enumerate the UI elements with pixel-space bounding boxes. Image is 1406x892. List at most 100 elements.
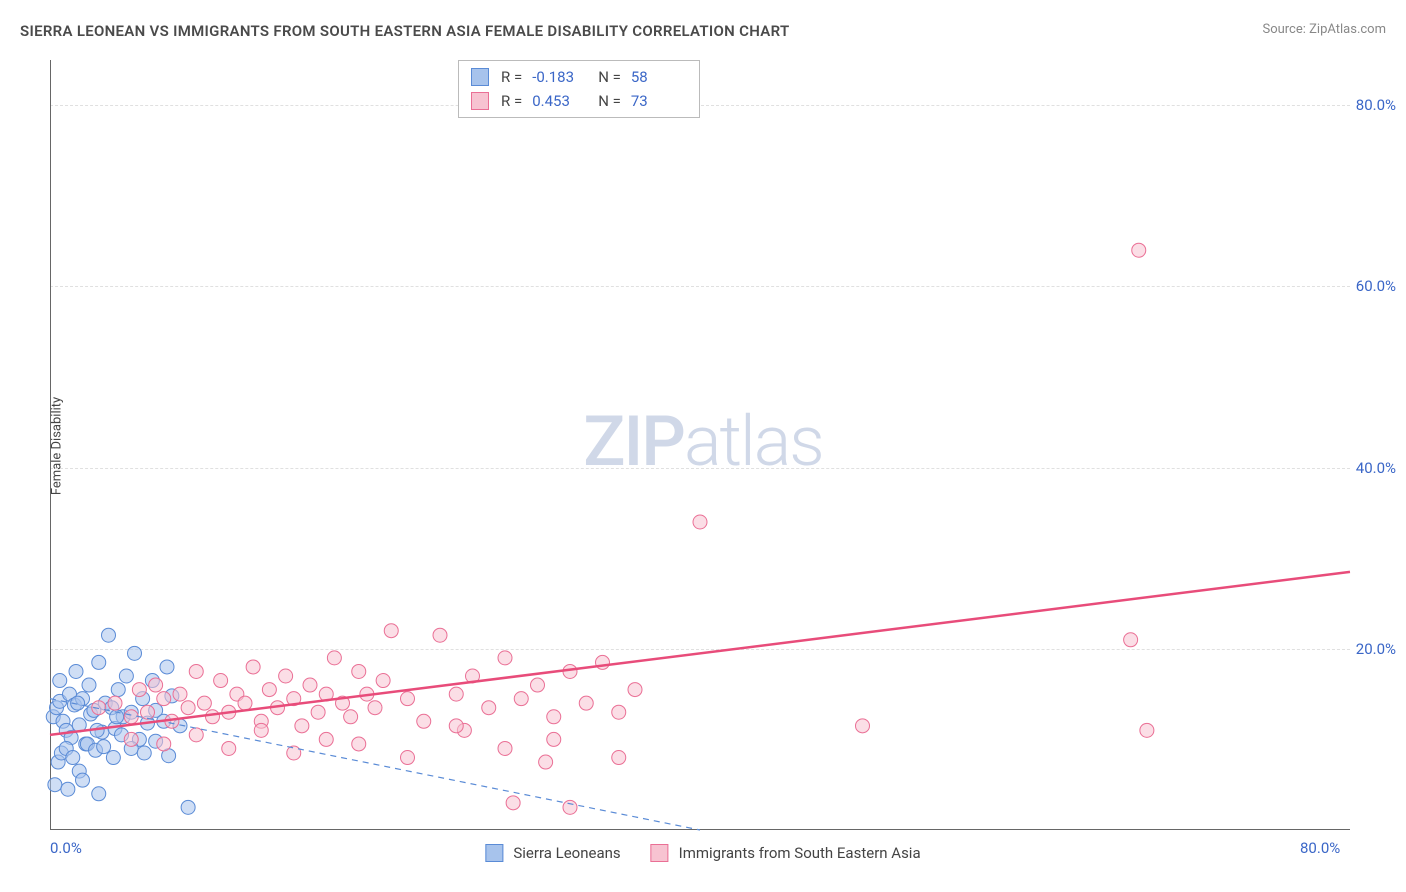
data-point bbox=[124, 710, 138, 724]
data-point bbox=[92, 655, 106, 669]
data-point bbox=[693, 515, 707, 529]
data-point bbox=[149, 678, 163, 692]
x-tick-label: 80.0% bbox=[1300, 839, 1340, 857]
data-point bbox=[214, 674, 228, 688]
n-value-0: 58 bbox=[631, 65, 687, 89]
data-point bbox=[287, 746, 301, 760]
legend-item-blue: Sierra Leoneans bbox=[485, 844, 620, 862]
r-value-1: 0.453 bbox=[532, 89, 588, 113]
data-point bbox=[628, 683, 642, 697]
stats-row-blue: R = -0.183 N = 58 bbox=[471, 65, 687, 89]
data-point bbox=[206, 710, 220, 724]
data-point bbox=[327, 651, 341, 665]
data-point bbox=[189, 728, 203, 742]
data-point bbox=[128, 646, 142, 660]
data-point bbox=[119, 669, 133, 683]
swatch-blue bbox=[471, 68, 489, 86]
r-label-0: R = bbox=[501, 65, 522, 89]
data-point bbox=[612, 705, 626, 719]
stats-row-pink: R = 0.453 N = 73 bbox=[471, 89, 687, 113]
data-point bbox=[344, 710, 358, 724]
data-point bbox=[506, 796, 520, 810]
data-point bbox=[539, 755, 553, 769]
n-label-0: N = bbox=[598, 65, 621, 89]
data-point bbox=[157, 737, 171, 751]
data-point bbox=[197, 696, 211, 710]
y-tick-label: 20.0% bbox=[1356, 640, 1396, 658]
data-point bbox=[61, 782, 75, 796]
data-point bbox=[563, 800, 577, 814]
data-point bbox=[384, 624, 398, 638]
data-point bbox=[498, 651, 512, 665]
data-point bbox=[262, 683, 276, 697]
bottom-legend: Sierra Leoneans Immigrants from South Ea… bbox=[485, 844, 920, 862]
data-point bbox=[238, 696, 252, 710]
data-point bbox=[303, 678, 317, 692]
data-point bbox=[547, 710, 561, 724]
n-label-1: N = bbox=[598, 89, 621, 113]
data-point bbox=[547, 732, 561, 746]
data-point bbox=[124, 732, 138, 746]
data-point bbox=[579, 696, 593, 710]
data-point bbox=[368, 701, 382, 715]
data-point bbox=[401, 751, 415, 765]
y-tick-label: 80.0% bbox=[1356, 96, 1396, 114]
correlation-chart: SIERRA LEONEAN VS IMMIGRANTS FROM SOUTH … bbox=[0, 0, 1406, 892]
data-point bbox=[48, 778, 62, 792]
data-point bbox=[53, 674, 67, 688]
data-point bbox=[132, 683, 146, 697]
data-point bbox=[352, 737, 366, 751]
data-point bbox=[160, 660, 174, 674]
data-point bbox=[311, 705, 325, 719]
legend-swatch-pink bbox=[651, 844, 669, 862]
scatter-plot bbox=[50, 60, 1350, 830]
y-tick-label: 40.0% bbox=[1356, 459, 1396, 477]
chart-title: SIERRA LEONEAN VS IMMIGRANTS FROM SOUTH … bbox=[20, 22, 789, 40]
data-point bbox=[69, 664, 83, 678]
data-point bbox=[137, 746, 151, 760]
legend-label-pink: Immigrants from South Eastern Asia bbox=[679, 844, 921, 862]
data-point bbox=[1132, 243, 1146, 257]
data-point bbox=[157, 692, 171, 706]
x-tick-label: 0.0% bbox=[50, 839, 82, 857]
data-point bbox=[352, 664, 366, 678]
data-point bbox=[106, 751, 120, 765]
legend-item-pink: Immigrants from South Eastern Asia bbox=[651, 844, 921, 862]
y-tick-label: 60.0% bbox=[1356, 277, 1396, 295]
data-point bbox=[319, 732, 333, 746]
data-point bbox=[141, 705, 155, 719]
data-point bbox=[612, 751, 626, 765]
n-value-1: 73 bbox=[631, 89, 687, 113]
data-point bbox=[66, 751, 80, 765]
data-point bbox=[181, 701, 195, 715]
data-point bbox=[279, 669, 293, 683]
trend-line bbox=[50, 699, 700, 830]
data-point bbox=[173, 687, 187, 701]
data-point bbox=[97, 740, 111, 754]
legend-swatch-blue bbox=[485, 844, 503, 862]
data-point bbox=[376, 674, 390, 688]
r-value-0: -0.183 bbox=[532, 65, 588, 89]
data-point bbox=[295, 719, 309, 733]
data-point bbox=[482, 701, 496, 715]
data-point bbox=[856, 719, 870, 733]
swatch-pink bbox=[471, 92, 489, 110]
r-label-1: R = bbox=[501, 89, 522, 113]
data-point bbox=[82, 678, 96, 692]
source-label: Source: ZipAtlas.com bbox=[1262, 22, 1386, 37]
data-point bbox=[222, 741, 236, 755]
data-point bbox=[76, 773, 90, 787]
data-point bbox=[102, 628, 116, 642]
data-point bbox=[449, 719, 463, 733]
data-point bbox=[92, 787, 106, 801]
data-point bbox=[111, 683, 125, 697]
data-point bbox=[401, 692, 415, 706]
data-point bbox=[108, 696, 122, 710]
data-point bbox=[449, 687, 463, 701]
data-point bbox=[433, 628, 447, 642]
trend-line bbox=[50, 572, 1350, 735]
data-point bbox=[1124, 633, 1138, 647]
data-point bbox=[246, 660, 260, 674]
data-point bbox=[181, 800, 195, 814]
data-point bbox=[531, 678, 545, 692]
